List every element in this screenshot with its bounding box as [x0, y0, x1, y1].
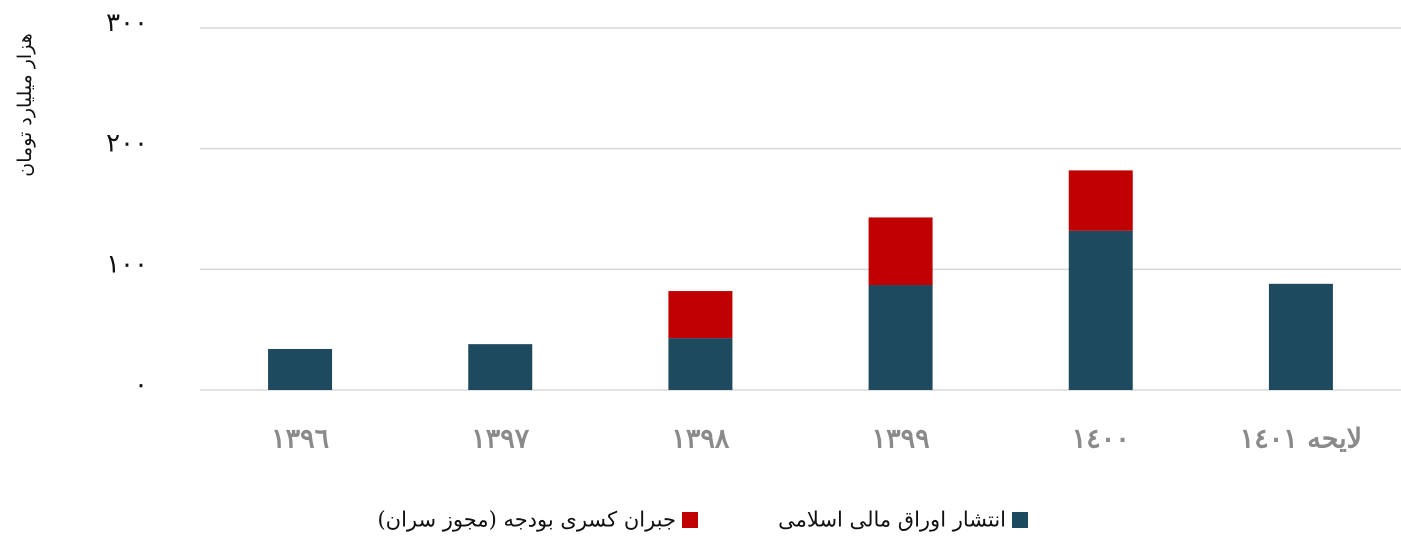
x-tick-label: ١٣٩٨: [671, 424, 730, 455]
x-tick-label: لایحه ١٤٠١: [1240, 424, 1362, 455]
bar-segment: [868, 217, 933, 286]
legend-swatch: [1012, 512, 1028, 528]
bar-segment: [1268, 283, 1333, 390]
y-tick-label: ٠: [134, 370, 148, 400]
bar-segment: [668, 338, 733, 390]
legend-label: جبران کسری بودجه (مجوز سران): [377, 508, 676, 533]
x-tick-label: ١٣٩٧: [471, 424, 530, 455]
bar-segment: [268, 348, 333, 390]
bar-segment: [668, 291, 733, 339]
y-axis-label: هزار میلیارد تومان: [14, 33, 36, 176]
x-tick-label: ١٣٩٩: [872, 424, 930, 455]
bar-segment: [1068, 230, 1133, 390]
x-tick-label: ١٣٩٦: [271, 424, 329, 455]
bar-segment: [868, 285, 933, 390]
x-tick-label: ١٤٠٠: [1072, 424, 1130, 455]
y-tick-label: ١٠٠: [106, 249, 148, 279]
bar-segment: [468, 344, 533, 390]
bar-segment: [1068, 170, 1133, 231]
legend-swatch: [682, 512, 698, 528]
y-tick-label: ٢٠٠: [106, 129, 148, 159]
legend-label: انتشار اوراق مالی اسلامی: [778, 508, 1006, 533]
y-tick-label: ٣٠٠: [106, 8, 148, 38]
